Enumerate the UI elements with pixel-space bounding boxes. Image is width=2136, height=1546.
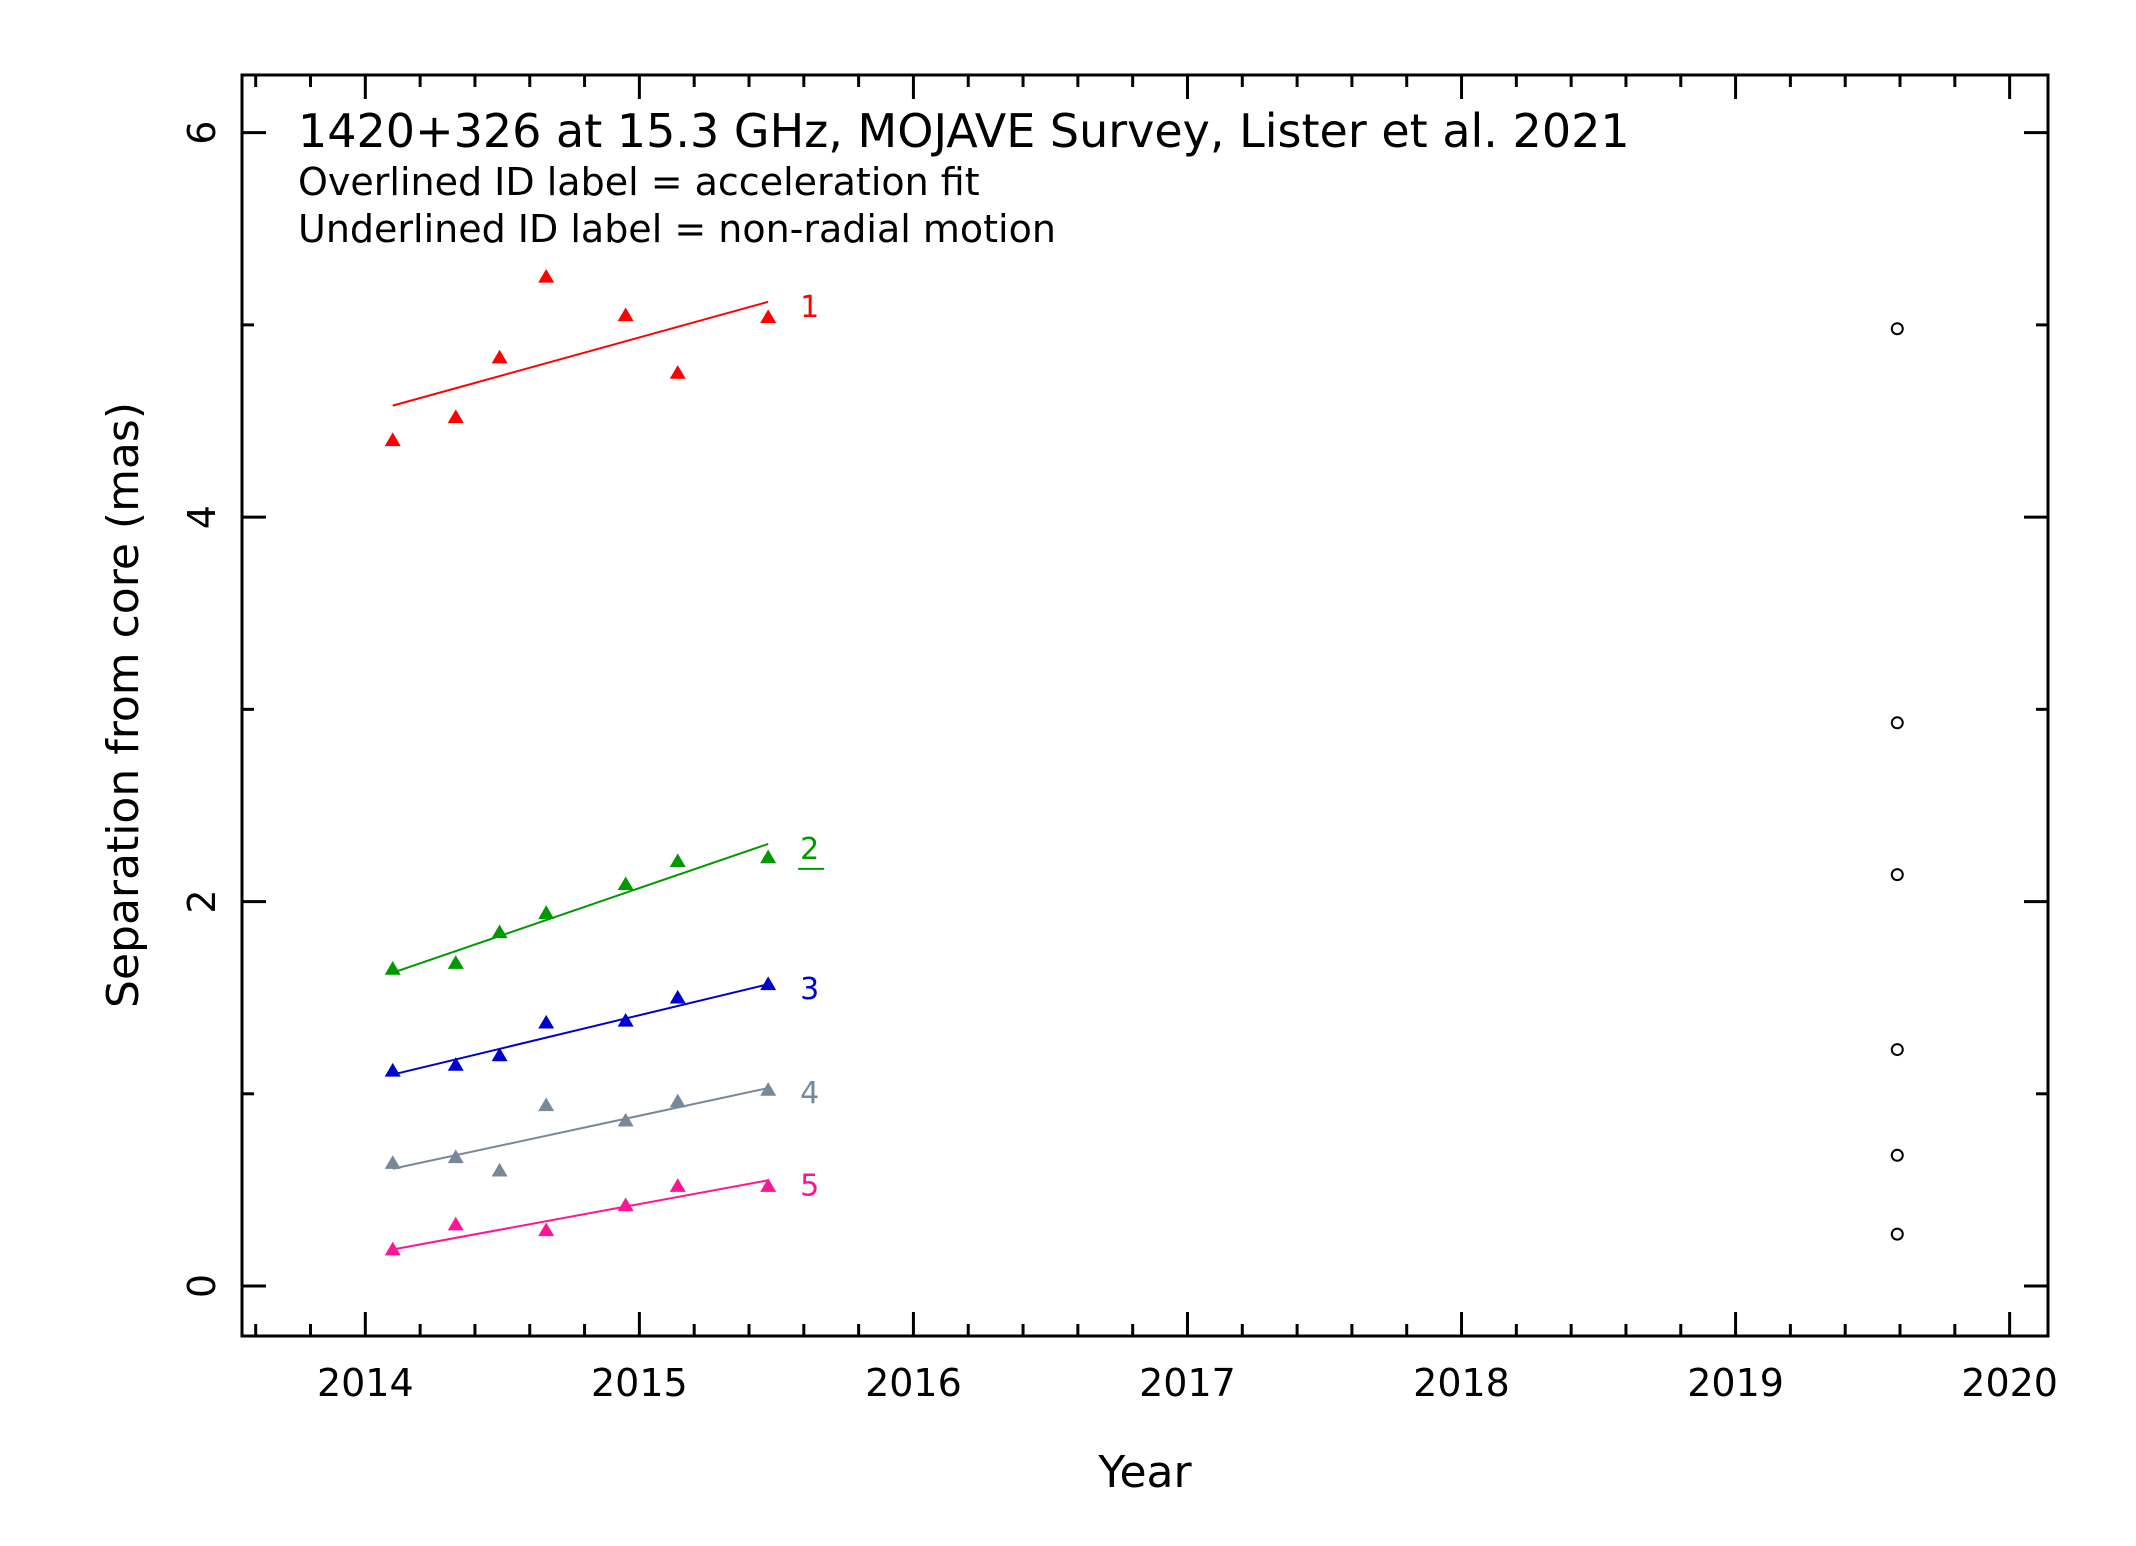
data-point	[617, 876, 634, 891]
data-point	[669, 1178, 686, 1192]
data-point	[760, 1178, 777, 1192]
fit-line-3	[392, 983, 769, 1076]
series-labels: 1 2 3 4 5	[798, 290, 825, 1203]
data-point	[669, 989, 686, 1004]
data-point	[538, 1097, 555, 1112]
y-axis-title: Separation from core (mas)	[98, 402, 149, 1008]
y-tick-label: 4	[180, 505, 224, 529]
data-point	[760, 309, 777, 324]
data-point	[760, 1082, 777, 1096]
data-point	[491, 349, 508, 364]
fit-line-2	[392, 842, 769, 974]
data-point	[1890, 868, 1904, 882]
y-tick-label: 6	[180, 121, 224, 145]
fit-line-4	[392, 1087, 769, 1170]
data-point	[384, 1155, 401, 1169]
x-tick-label: 2020	[1961, 1361, 2058, 1405]
fit-lines	[392, 300, 769, 1251]
data-point	[617, 1112, 634, 1127]
data-point	[669, 365, 686, 379]
data-point	[617, 307, 634, 322]
data-point	[669, 853, 686, 868]
series-label-4: 4	[800, 1076, 819, 1111]
x-tick-label: 2018	[1413, 1361, 1510, 1405]
data-point	[447, 1057, 464, 1071]
note-acceleration-fit: Overlined ID label = acceleration fit	[298, 160, 980, 204]
data-points	[384, 269, 1904, 1256]
data-point	[760, 849, 777, 864]
data-point	[538, 1222, 555, 1237]
data-point	[447, 955, 464, 969]
data-point	[538, 905, 555, 919]
fit-line-5	[392, 1179, 769, 1251]
x-tick-label: 2016	[865, 1361, 962, 1405]
data-point	[447, 409, 464, 424]
data-point	[491, 924, 508, 939]
data-point	[617, 1012, 634, 1027]
x-tick-label: 2019	[1687, 1361, 1784, 1405]
data-point	[384, 1062, 401, 1077]
data-point	[491, 1162, 508, 1177]
series-label-2: 2	[800, 832, 819, 867]
x-axis-title: Year	[1097, 1447, 1192, 1498]
axis-tick-labels: 2014 2015 2016 2017 2018 2019 2020 0 2 4 6	[180, 121, 2058, 1405]
x-tick-label: 2015	[591, 1361, 688, 1405]
data-point	[1890, 716, 1904, 730]
data-point	[384, 961, 401, 975]
data-point	[760, 976, 777, 991]
series-label-1: 1	[800, 290, 819, 325]
data-point	[447, 1149, 464, 1164]
data-point	[384, 1241, 401, 1256]
chart-title: 1420+326 at 15.3 GHz, MOJAVE Survey, Lis…	[298, 104, 1630, 158]
data-point	[538, 269, 555, 283]
x-tick-label: 2014	[317, 1361, 414, 1405]
data-point	[1890, 1043, 1904, 1057]
data-point	[538, 1014, 555, 1029]
axis-ticks	[242, 75, 2048, 1336]
y-tick-label: 2	[180, 889, 224, 913]
data-point	[669, 1093, 686, 1108]
note-non-radial-motion: Underlined ID label = non-radial motion	[298, 207, 1056, 251]
series-label-5: 5	[800, 1168, 819, 1203]
data-point	[1890, 1227, 1904, 1241]
fit-line-1	[392, 300, 769, 407]
y-tick-label: 0	[180, 1274, 224, 1298]
data-point	[447, 1216, 464, 1231]
x-tick-label: 2017	[1139, 1361, 1236, 1405]
data-point	[617, 1197, 634, 1212]
plot-frame	[240, 73, 2050, 1338]
data-point	[1890, 322, 1904, 336]
data-point	[384, 432, 401, 447]
data-point	[491, 1047, 508, 1062]
data-point	[1890, 1148, 1904, 1162]
series-label-3: 3	[800, 972, 819, 1007]
